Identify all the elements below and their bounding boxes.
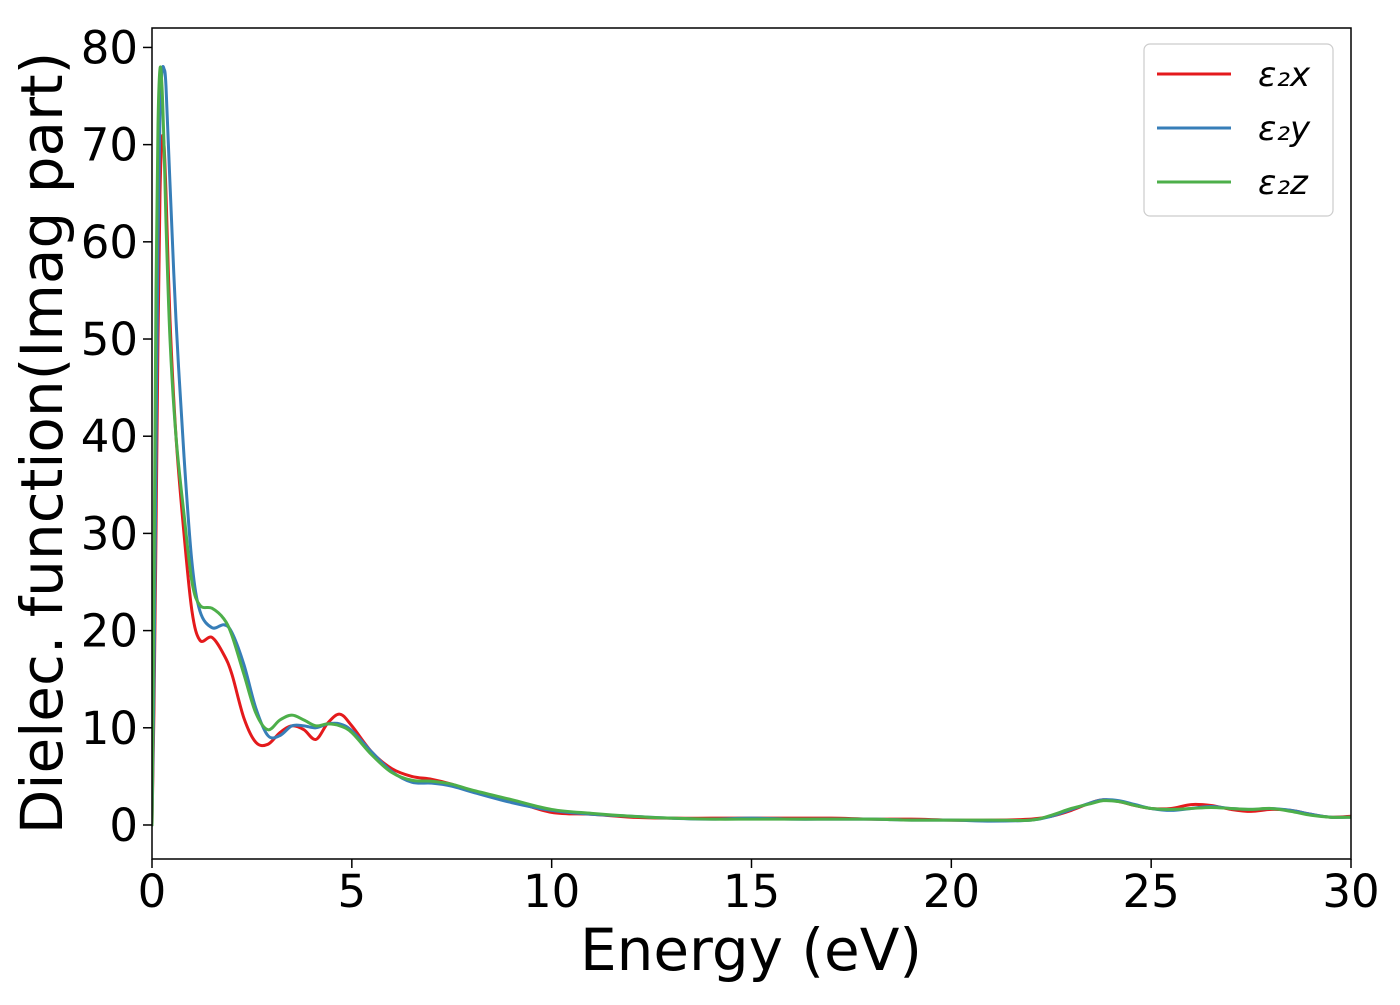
x-tick-label: 20: [923, 865, 980, 918]
y-tick-label: 30: [81, 507, 138, 560]
x-tick-label: 30: [1322, 865, 1379, 918]
x-tick-label: 5: [338, 865, 367, 918]
series-line-1: [152, 133, 1351, 827]
y-tick-label: 0: [109, 799, 138, 852]
y-tick-label: 40: [81, 410, 138, 463]
y-tick-label: 10: [81, 702, 138, 755]
y-axis-label: Dielec. function(Imag part): [8, 52, 76, 835]
y-tick-label: 70: [81, 119, 138, 172]
x-tick-label: 25: [1123, 865, 1180, 918]
y-tick-label: 50: [81, 313, 138, 366]
y-tick-label: 60: [81, 216, 138, 269]
plot-layer: [152, 64, 1351, 827]
y-tick-label: 20: [81, 605, 138, 658]
series-line-3: [152, 65, 1351, 827]
legend-box: [1143, 43, 1334, 217]
legend-label: ε₂x: [1258, 55, 1311, 95]
x-tick-label: 10: [523, 865, 580, 918]
axes-layer: 0 5 10 15 20 25 30 0 10 20 30 40 50 60 70 80: [81, 21, 1380, 918]
legend-label: ε₂z: [1258, 163, 1309, 203]
legend-label: ε₂y: [1258, 109, 1311, 149]
x-tick-label: 0: [138, 865, 167, 918]
y-tick-label: 80: [81, 21, 138, 74]
legend: ε₂x ε₂y ε₂z: [1143, 43, 1334, 217]
x-tick-label: 15: [723, 865, 780, 918]
x-axis-label: Energy (eV): [580, 916, 922, 984]
